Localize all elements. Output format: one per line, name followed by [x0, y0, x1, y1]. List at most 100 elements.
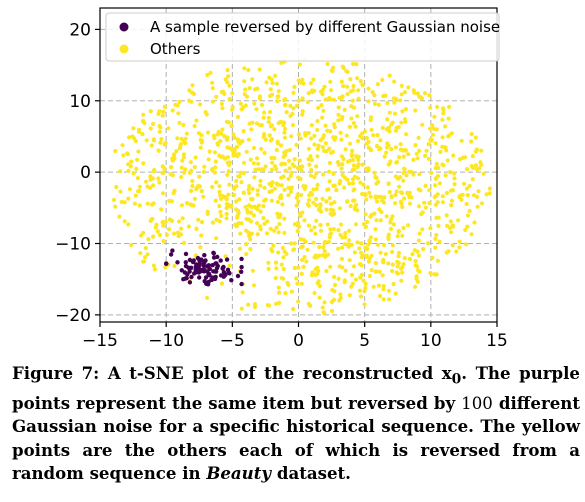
- others-point: [387, 73, 392, 78]
- others-point: [308, 81, 313, 86]
- others-point: [187, 170, 192, 175]
- others-point: [223, 254, 228, 259]
- others-point: [348, 77, 353, 82]
- others-point: [282, 130, 287, 135]
- others-point: [365, 246, 370, 252]
- others-point: [398, 199, 403, 204]
- others-point: [259, 146, 264, 152]
- others-point: [299, 281, 304, 286]
- others-point: [217, 184, 222, 189]
- others-point: [304, 259, 309, 264]
- others-point: [282, 98, 287, 103]
- others-point: [180, 158, 185, 163]
- others-point: [397, 155, 402, 160]
- others-point: [395, 234, 400, 239]
- others-point: [318, 228, 324, 233]
- others-point: [270, 81, 275, 86]
- others-point: [167, 198, 172, 203]
- others-point: [157, 232, 162, 238]
- others-point: [230, 104, 235, 110]
- others-point: [296, 199, 301, 204]
- others-point: [258, 209, 263, 214]
- others-point: [261, 167, 266, 172]
- others-point: [291, 106, 296, 111]
- others-point: [154, 222, 159, 227]
- others-point: [449, 203, 454, 208]
- others-point: [402, 148, 407, 153]
- others-point: [386, 181, 391, 186]
- others-point: [290, 123, 296, 128]
- others-point: [145, 252, 150, 257]
- others-point: [291, 247, 296, 252]
- others-point: [434, 161, 439, 167]
- others-point: [335, 160, 341, 165]
- others-point: [344, 69, 349, 74]
- others-point: [320, 305, 325, 310]
- others-point: [255, 156, 260, 161]
- others-point: [311, 200, 316, 205]
- others-point: [407, 190, 412, 195]
- others-point: [300, 164, 305, 169]
- others-point: [251, 283, 257, 288]
- others-point: [465, 167, 470, 172]
- others-point: [336, 228, 341, 233]
- others-point: [309, 123, 314, 128]
- others-point: [281, 174, 286, 179]
- others-point: [315, 154, 320, 159]
- others-point: [190, 83, 195, 88]
- others-point: [399, 92, 404, 97]
- others-point: [424, 148, 429, 153]
- others-point: [350, 148, 355, 153]
- others-point: [224, 216, 229, 221]
- others-point: [220, 106, 225, 111]
- others-point: [368, 235, 373, 240]
- sample-point: [215, 254, 220, 260]
- others-point: [245, 94, 250, 99]
- others-point: [262, 150, 267, 155]
- others-point: [415, 249, 420, 254]
- others-point: [280, 120, 286, 125]
- others-point: [272, 127, 277, 132]
- others-point: [378, 218, 383, 223]
- others-point: [301, 81, 306, 86]
- caption-count-value: 100: [461, 393, 493, 413]
- others-point: [160, 191, 166, 196]
- others-point: [487, 186, 492, 191]
- others-point: [314, 186, 319, 192]
- others-point: [269, 77, 274, 82]
- others-point: [225, 172, 230, 177]
- others-point: [377, 293, 383, 299]
- others-point: [429, 170, 434, 175]
- others-point: [276, 120, 281, 126]
- others-point: [435, 104, 440, 109]
- others-point: [411, 172, 416, 177]
- others-point: [433, 236, 438, 241]
- others-point: [241, 160, 247, 165]
- others-point: [262, 198, 267, 203]
- others-point: [334, 188, 339, 193]
- others-point: [162, 104, 167, 109]
- others-point: [448, 219, 453, 224]
- others-point: [477, 166, 482, 171]
- others-point: [283, 291, 288, 296]
- others-point: [234, 222, 239, 227]
- others-point: [464, 201, 469, 207]
- others-point: [402, 166, 407, 171]
- others-point: [272, 186, 277, 191]
- others-point: [396, 250, 402, 255]
- others-point: [329, 201, 334, 206]
- others-point: [311, 240, 316, 245]
- others-point: [185, 201, 190, 206]
- others-point: [331, 135, 336, 140]
- others-point: [274, 81, 279, 86]
- others-point: [323, 97, 328, 102]
- others-point: [320, 115, 325, 120]
- others-point: [351, 61, 356, 67]
- others-point: [352, 207, 357, 212]
- others-point: [227, 263, 232, 268]
- others-point: [392, 111, 398, 116]
- others-point: [312, 290, 317, 296]
- others-point: [276, 89, 281, 94]
- others-point: [230, 91, 235, 96]
- others-point: [467, 183, 472, 189]
